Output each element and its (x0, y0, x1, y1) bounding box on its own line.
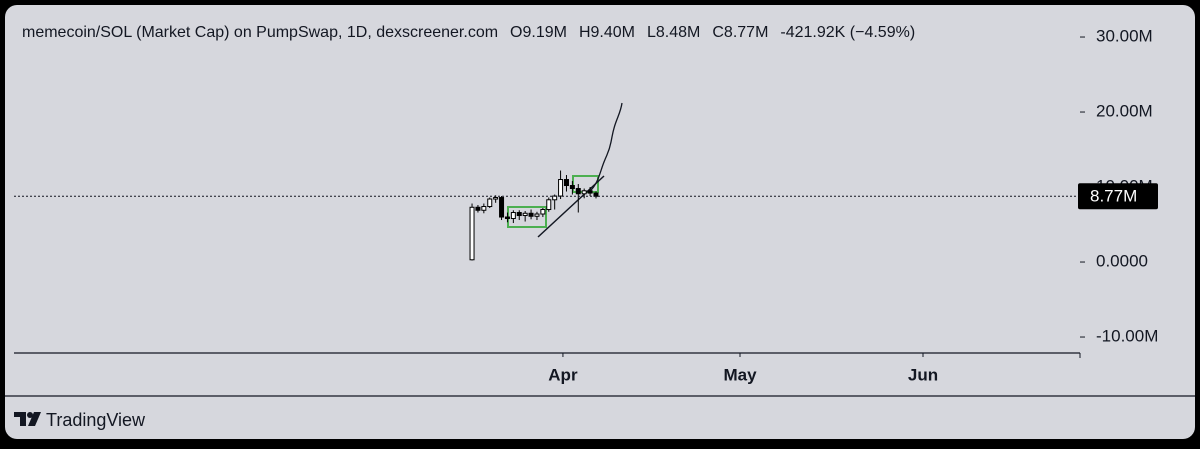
candle-body (522, 212, 528, 217)
last-price-tag (1078, 183, 1158, 210)
candle-body (504, 216, 510, 220)
y-tick-label: 30.00M (1096, 27, 1153, 46)
header: memecoin/SOL (Market Cap) on PumpSwap, 1… (22, 24, 915, 42)
candle-body (569, 185, 575, 190)
candle-body (493, 197, 499, 200)
chart-title: memecoin/SOL (Market Cap) on PumpSwap, 1… (22, 24, 499, 41)
x-tick-label: Jun (908, 365, 938, 384)
candle-body (546, 199, 552, 211)
candle-body (499, 197, 505, 218)
ohlc-legend: O9.19M (510, 24, 567, 41)
y-tick-label: -10.00M (1096, 327, 1158, 346)
y-tick-label: 0.0000 (1096, 252, 1148, 271)
candle-body (575, 188, 581, 195)
candle-body (510, 212, 516, 220)
chart-background (5, 5, 1195, 439)
last-price-label: 8.77M (1090, 187, 1137, 206)
x-tick-label: Apr (548, 365, 578, 384)
candle-body (475, 206, 481, 211)
ohlc-legend: L8.48M (647, 24, 701, 41)
candle-body (528, 212, 534, 217)
x-tick-label: May (723, 365, 757, 384)
ohlc-legend: C8.77M (712, 24, 769, 41)
candle-body (516, 212, 522, 217)
candle-body (581, 190, 587, 195)
candle-body (563, 179, 569, 187)
candle-body (587, 190, 593, 194)
candle-body (469, 206, 475, 261)
candle-body (540, 209, 546, 215)
candle-body (558, 179, 564, 197)
candle-body (481, 206, 487, 211)
trend-line (537, 175, 605, 238)
ohlc-legend: -421.92K (−4.59%) (780, 24, 916, 41)
candles (469, 170, 599, 261)
candle-body (534, 213, 540, 217)
y-tick-label: 20.00M (1096, 102, 1153, 121)
projection-curve (589, 102, 623, 192)
candle-body (487, 198, 493, 208)
tv-logo (14, 412, 41, 426)
ohlc-legend: H9.40M (578, 24, 635, 41)
brand: TradingView (46, 410, 146, 430)
